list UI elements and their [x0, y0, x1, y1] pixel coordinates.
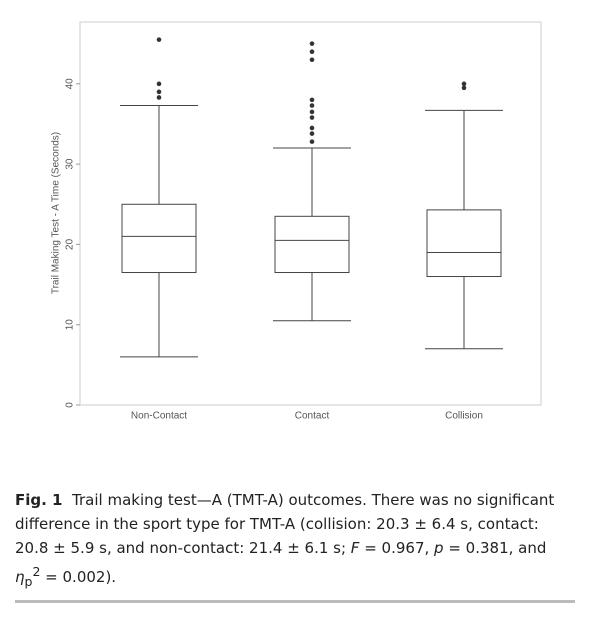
plot-frame: [79, 21, 542, 406]
caption-text: η: [15, 568, 25, 586]
outlier: [309, 125, 315, 131]
x-tick-label: Non-Contact: [131, 411, 187, 422]
box: [274, 215, 350, 274]
outlier: [156, 81, 162, 87]
outlier: [156, 95, 162, 100]
y-tick-label: 20: [65, 238, 76, 250]
caption-text: Trail making test—A (TMT-A) outcomes. Th…: [15, 491, 555, 557]
outlier: [309, 139, 315, 144]
y-tick-label: 0: [65, 402, 76, 408]
outlier: [309, 109, 315, 115]
caption-text: = 0.002).: [40, 568, 117, 586]
chart: Trail Making Test - A Time (Seconds) 0 10…: [51, 21, 542, 422]
outlier: [309, 131, 315, 136]
outlier: [309, 97, 315, 103]
y-axis-label: Trail Making Test - A Time (Seconds): [51, 132, 62, 294]
caption-text: 2: [32, 564, 41, 579]
outlier: [156, 37, 162, 42]
x-tick-label: Contact: [295, 411, 330, 422]
outlier: [309, 115, 315, 120]
caption-text: = 0.967,: [359, 539, 435, 557]
outlier: [309, 103, 315, 108]
y-tick-label: 40: [65, 78, 76, 90]
outlier: [309, 49, 315, 55]
y-tick-label: 30: [65, 158, 76, 170]
outlier: [309, 41, 315, 46]
outlier: [461, 85, 467, 91]
box: [121, 203, 197, 274]
caption-text: p: [24, 574, 33, 589]
outlier: [309, 57, 315, 63]
x-tick-label: Collision: [445, 411, 483, 422]
y-tick-label: 10: [65, 319, 76, 331]
caption: Fig. 1 Trail making test—A (TMT-A) outco…: [15, 488, 575, 594]
box: [426, 209, 502, 278]
outlier: [461, 81, 467, 87]
outlier: [156, 89, 162, 95]
caption-text: F: [350, 539, 360, 557]
caption-label: Fig. 1: [15, 491, 63, 509]
separator: [15, 600, 575, 603]
caption-text: p: [434, 539, 444, 557]
caption-text: = 0.381, and: [443, 539, 547, 557]
